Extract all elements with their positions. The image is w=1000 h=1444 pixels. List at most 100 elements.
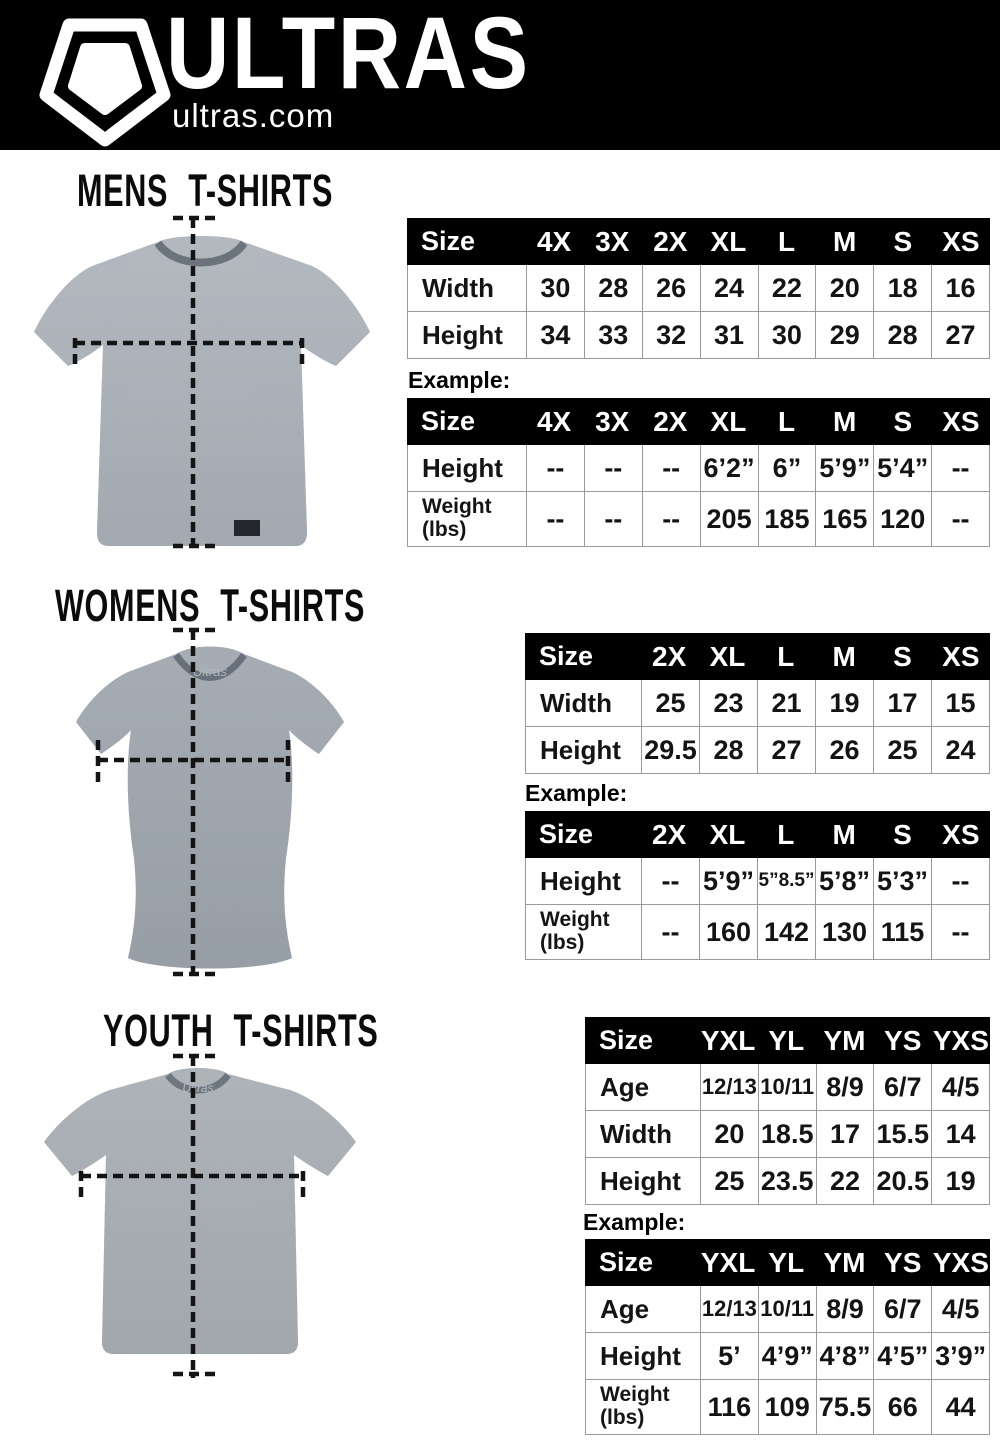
value-cell: 66 [873,1379,932,1434]
col-header: XL [710,225,747,257]
value-cell: -- [641,491,700,546]
table-row: Width 30 28 26 24 22 20 18 16 [408,265,989,311]
table-header-row: Size 4X 3X 2X XL L M S XS [407,398,990,445]
col-header: L [777,640,795,672]
value-cell: -- [931,445,989,491]
col-header: L [778,405,796,437]
value-cell: 29 [815,311,874,358]
value-cell: 24 [699,265,758,311]
header-bar: ULTRAS ultras.com [0,0,1000,150]
row-label: Weight (lbs) [526,904,641,959]
value-cell: -- [931,491,989,546]
brand-wordmark: ULTRAS [166,0,531,110]
value-cell: 25 [873,726,931,773]
value-cell: 32 [641,311,700,358]
womens-measurement-lines [95,627,291,978]
youth-size-table: Size YXL YL YM YS YXS Age 12/13 10/11 8/9 6/7 4/5 Wi… [585,1017,990,1205]
row-label: Weight (lbs) [586,1379,700,1434]
col-header: YM [823,1024,866,1056]
mens-collar [154,240,248,267]
value-cell: 28 [873,311,932,358]
table-body: Width 30 28 26 24 22 20 18 16 Height 34 33 32 31 30 29 2… [407,265,990,359]
mens-measurement-lines [72,215,305,550]
row-label: Width [586,1110,700,1157]
col-header-size: Size [539,819,594,849]
table-header-row: Size 2X XL L M S XS [525,811,990,858]
col-header: 4X [536,225,572,257]
value-cell: 19 [931,1157,989,1204]
table-header-row: Size YXL YL YM YS YXS [585,1017,990,1064]
col-header: 2X [652,640,687,672]
table-body: Width 25 23 21 19 17 15 Height 29.5 28 27 26 25 24 [525,680,990,774]
value-cell: 22 [815,1157,874,1204]
youth-shirt-image: Ultras [44,1053,356,1378]
youth-section-title: YOUTH T-SHIRTS [103,1005,379,1056]
col-header: S [893,405,913,437]
col-header: YL [768,1024,805,1056]
youth-collar [165,1072,231,1094]
col-header-size: Size [599,1247,654,1277]
womens-section-title: WOMENS T-SHIRTS [55,580,366,631]
value-cell: 10/11 [757,1064,816,1110]
value-cell: 160 [699,904,757,959]
value-cell: 5’ [700,1332,758,1379]
table-row: Weight (lbs) 116 109 75.5 66 44 [586,1379,989,1434]
table-row: Height 5’ 4’9” 4’8” 4’5” 3’9” [586,1332,989,1379]
value-cell: 27 [931,311,989,358]
table-row: Width 25 23 21 19 17 15 [526,680,989,726]
table-row: Height -- 5’9” 5”8.5” 5’8” 5’3” -- [526,858,989,904]
value-cell: -- [641,904,699,959]
row-label: Width [422,272,494,303]
col-header: YXS [932,1246,989,1278]
value-cell: 4’5” [873,1332,932,1379]
row-label: Age [600,1293,650,1324]
table-body: Height -- -- -- 6’2” 6” 5’9” 5’4” -- Weight (lbs)… [407,445,990,547]
value-cell: 115 [873,904,931,959]
table-row: Height 34 33 32 31 30 29 28 27 [408,311,989,358]
table-body: Age 12/13 10/11 8/9 6/7 4/5 Height 5’ 4’9” 4’8” 4’… [585,1286,990,1435]
value-cell: 5”8.5” [757,858,815,904]
row-label: Age [600,1071,650,1102]
value-cell: 28 [583,265,642,311]
table-header-row: Size YXL YL YM YS YXS [585,1239,990,1286]
row-label: Height [408,311,526,358]
col-header-size: Size [421,226,476,256]
value-cell: 23 [699,680,757,726]
value-cell: 4/5 [931,1286,989,1332]
value-cell: -- [526,445,584,491]
table-row: Age 12/13 10/11 8/9 6/7 4/5 [586,1286,989,1332]
table-row: Height 29.5 28 27 26 25 24 [526,726,989,773]
value-cell: 17 [873,680,931,726]
value-cell: 23.5 [757,1157,816,1204]
col-header: 2X [652,818,687,850]
value-cell: 15 [931,680,989,726]
value-cell: -- [641,858,699,904]
col-header: YXL [700,1024,756,1056]
womens-example-table: Size 2X XL L M S XS Height -- 5’9” 5”8.5” 5’8” 5’3” -… [525,811,990,960]
value-cell: 20 [815,265,873,311]
value-cell: 26 [815,726,873,773]
value-cell: 165 [815,491,874,546]
value-cell: 25 [641,680,699,726]
value-cell: 185 [757,491,816,546]
col-header: XL [709,818,746,850]
table-header-row: Size 4X 3X 2X XL L M S XS [407,218,990,265]
value-cell: 75.5 [815,1379,874,1434]
table-row: Height 25 23.5 22 20.5 19 [586,1157,989,1204]
hem-tag [234,520,260,536]
value-cell: 20.5 [873,1157,932,1204]
womens-shirt-image: Ultras [76,627,344,978]
value-cell: 6/7 [873,1064,931,1110]
value-cell: 205 [699,491,758,546]
mens-example-table: Size 4X 3X 2X XL L M S XS Height -- -- -- 6’2” 6” 5’9” 5… [407,398,990,547]
mens-section-title: MENS T-SHIRTS [77,165,334,216]
row-label: Height [540,865,621,896]
value-cell: 5’9” [815,445,873,491]
value-cell: 5’4” [873,445,931,491]
col-header-size: Size [421,406,476,436]
value-cell: 28 [699,726,757,773]
col-header-size: Size [599,1025,654,1055]
row-label: Height [586,1157,700,1204]
col-header: XL [710,405,747,437]
